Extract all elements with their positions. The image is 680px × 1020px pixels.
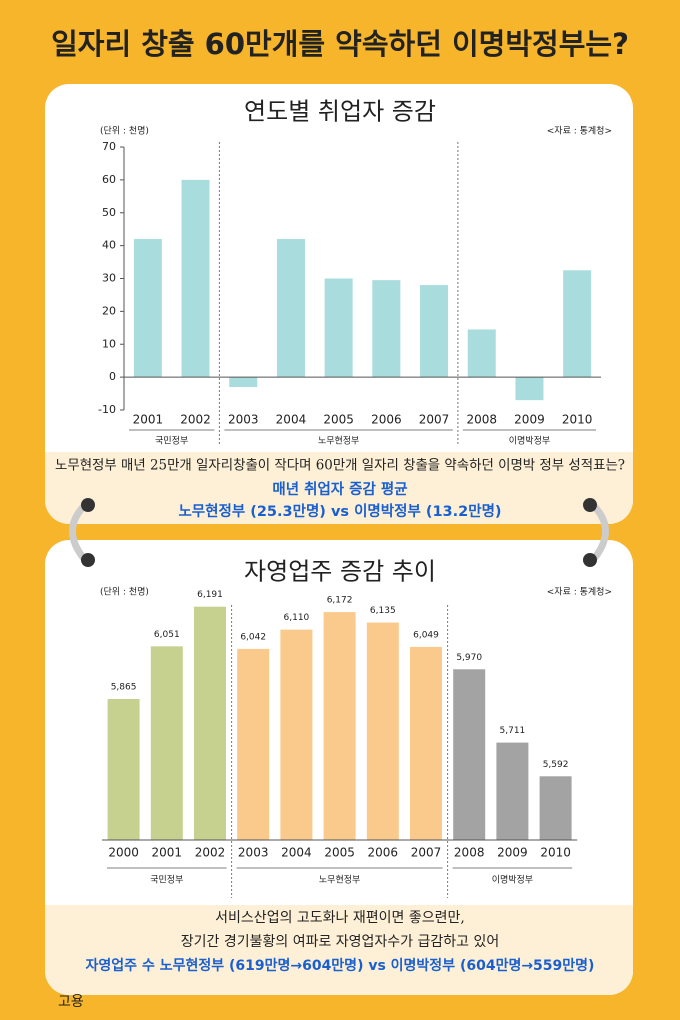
- ring-hole: [583, 553, 597, 567]
- bar: [150, 646, 183, 840]
- x-tick-label: 2005: [323, 413, 354, 427]
- x-tick-label: 2009: [497, 846, 528, 860]
- x-tick-label: 2006: [368, 846, 399, 860]
- x-tick-label: 2007: [411, 846, 442, 860]
- ring: [590, 502, 609, 563]
- value-label: 6,135: [370, 606, 396, 616]
- y-tick-label: 10: [102, 337, 116, 350]
- y-tick-label: 70: [102, 140, 116, 153]
- group-label: 국민정부: [155, 436, 188, 447]
- group-label: 노무현정부: [318, 436, 359, 447]
- y-tick-label: 20: [102, 304, 116, 317]
- x-tick-label: 2010: [540, 846, 571, 860]
- value-label: 6,172: [327, 596, 353, 606]
- bar: [323, 612, 356, 840]
- bar: [366, 622, 399, 840]
- value-label: 5,970: [456, 653, 482, 663]
- x-tick-label: 2008: [454, 846, 485, 860]
- value-label: 5,711: [500, 726, 526, 736]
- bar: [276, 239, 305, 378]
- bar: [372, 280, 401, 378]
- x-tick-label: 2001: [133, 413, 164, 427]
- ring-hole: [583, 498, 597, 512]
- bar: [420, 285, 449, 378]
- x-tick-label: 2003: [228, 413, 259, 427]
- bar: [453, 669, 486, 840]
- y-tick-label: 60: [102, 173, 116, 186]
- y-tick-label: 30: [102, 272, 116, 285]
- chart-title: 연도별 취업자 증감: [244, 98, 436, 126]
- x-tick-label: 2006: [371, 413, 402, 427]
- value-label: 5,865: [111, 683, 137, 693]
- x-tick-label: 2001: [152, 846, 183, 860]
- source-label: <자료 : 통계청>: [547, 125, 612, 137]
- x-tick-label: 2002: [195, 846, 226, 860]
- x-tick-label: 2002: [180, 413, 211, 427]
- x-tick-label: 2009: [514, 413, 545, 427]
- chart-title: 자영업주 증감 추이: [244, 558, 436, 586]
- bar: [410, 646, 442, 840]
- bar: [237, 648, 270, 840]
- y-tick-label: 50: [102, 206, 116, 219]
- x-tick-label: 2010: [562, 413, 593, 427]
- note: 노무현정부 매년 25만개 일자리창출이 작다며 60만개 일자리 창출을 약속…: [55, 458, 625, 474]
- note: 매년 취업자 증감 평균: [272, 480, 407, 498]
- source-label: <자료 : 통계청>: [547, 586, 612, 598]
- bar: [467, 329, 496, 378]
- note-box: [45, 452, 633, 524]
- bar: [515, 377, 544, 401]
- unit-label: (단위 : 천명): [100, 587, 149, 598]
- bar: [107, 699, 140, 840]
- x-tick-label: 2003: [238, 846, 269, 860]
- y-tick-label: 0: [109, 370, 116, 383]
- note: 서비스산업의 고도화나 재편이면 좋으련만,: [215, 910, 465, 926]
- value-label: 5,592: [543, 760, 569, 770]
- bar: [539, 776, 572, 840]
- bar: [229, 377, 258, 387]
- x-tick-label: 2004: [276, 413, 307, 427]
- value-label: 6,191: [197, 590, 223, 600]
- unit-label: (단위 : 천명): [100, 126, 149, 137]
- note: 자영업주 수 노무현정부 (619만명→604만명) vs 이명박정부 (604…: [86, 957, 595, 974]
- ring: [69, 502, 88, 563]
- bar: [280, 629, 313, 840]
- ring-hole: [81, 553, 95, 567]
- value-label: 6,051: [154, 630, 180, 640]
- value-label: 6,042: [240, 632, 266, 642]
- group-label: 이명박정부: [492, 875, 533, 886]
- x-tick-label: 2007: [419, 413, 450, 427]
- bar: [133, 239, 162, 378]
- ring-hole: [81, 498, 95, 512]
- bar: [496, 742, 529, 840]
- bar: [563, 270, 592, 378]
- footer: 고용: [58, 994, 84, 1010]
- note-box: [45, 905, 633, 995]
- group-label: 국민정부: [150, 875, 183, 886]
- x-tick-label: 2005: [324, 846, 355, 860]
- y-tick-label: 40: [102, 239, 116, 252]
- x-tick-label: 2008: [466, 413, 497, 427]
- group-label: 이명박정부: [509, 436, 550, 447]
- x-tick-label: 2004: [281, 846, 312, 860]
- bar: [181, 179, 210, 378]
- note: 장기간 경기불황의 여파로 자영업자수가 급감하고 있어: [181, 934, 500, 950]
- note: 노무현정부 (25.3만명) vs 이명박정부 (13.2만명): [178, 502, 501, 520]
- bar: [324, 278, 353, 378]
- y-tick-label: -10: [98, 403, 116, 416]
- x-tick-label: 2000: [108, 846, 139, 860]
- page-title: 일자리 창출 60만개를 약속하던 이명박정부는?: [51, 27, 629, 61]
- bar: [194, 606, 226, 840]
- value-label: 6,049: [413, 630, 439, 640]
- value-label: 6,110: [284, 613, 310, 623]
- group-label: 노무현정부: [319, 875, 360, 886]
